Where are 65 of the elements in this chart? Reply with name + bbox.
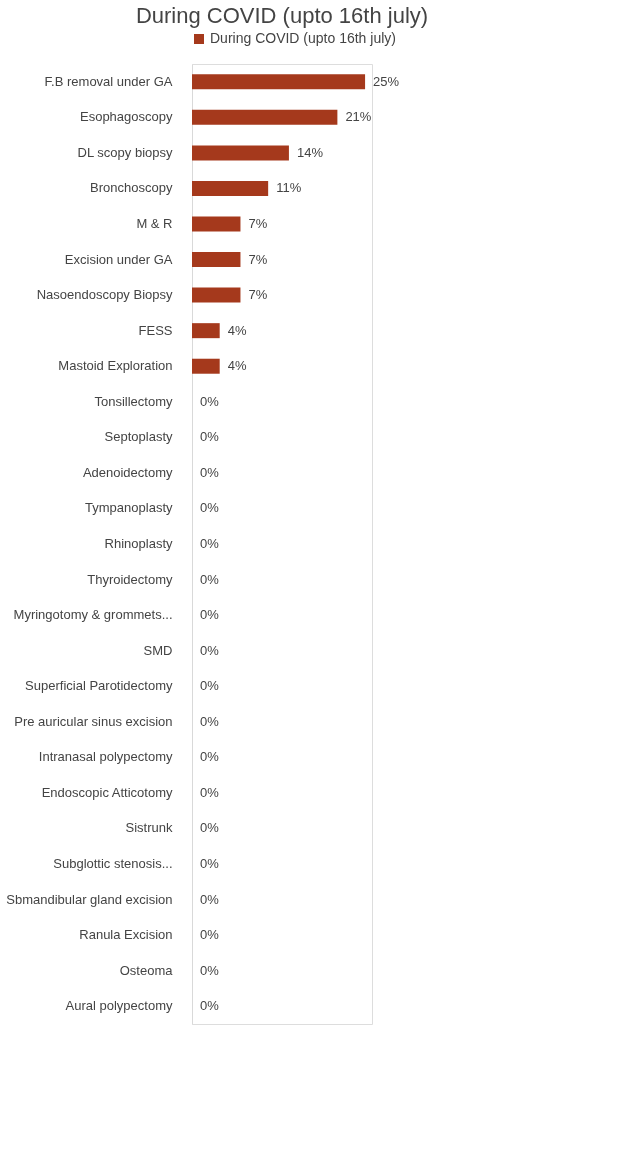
data-label: 7% <box>248 287 268 303</box>
y-tick-label: Rhinoplasty <box>104 536 173 551</box>
data-label: 0% <box>200 713 220 729</box>
bar <box>192 252 241 268</box>
y-tick-label: Superficial Parotidectomy <box>25 678 173 694</box>
y-tick-label: Sbmandibular gland excision <box>6 891 173 907</box>
y-tick-label: Aural polypectomy <box>65 998 173 1014</box>
y-tick-label: SMD <box>143 642 173 658</box>
data-label: 0% <box>200 962 220 978</box>
data-label: 0% <box>200 393 220 409</box>
bar <box>192 180 269 196</box>
y-tick-label: Thyroidectomy <box>87 571 173 587</box>
data-label: 0% <box>200 927 220 943</box>
y-tick-label: Sistrunk <box>125 820 173 836</box>
data-label: 0% <box>200 998 220 1014</box>
data-label: 0% <box>200 678 220 694</box>
y-tick-label: DL scopy biopsy <box>77 144 173 160</box>
data-label: 0% <box>200 749 220 765</box>
data-label: 0% <box>200 536 220 551</box>
data-label: 4% <box>227 322 247 338</box>
data-label: 7% <box>248 251 268 267</box>
y-tick-label: Septoplasty <box>104 429 173 445</box>
y-tick-label: M & R <box>136 216 173 231</box>
legend-label: During COVID (upto 16th july) <box>210 30 396 46</box>
data-label: 0% <box>200 571 220 587</box>
y-tick-label: Bronchoscopy <box>90 180 173 196</box>
data-label: 11% <box>276 180 302 196</box>
y-tick-label: Tympanoplasty <box>85 500 173 516</box>
y-tick-label: Adenoidectomy <box>82 464 173 480</box>
y-tick-label: Mastoid Exploration <box>58 358 173 374</box>
chart-title: During COVID (upto 16th july) <box>135 3 429 28</box>
y-tick-label: Endoscopic Atticotomy <box>41 784 173 800</box>
y-tick-label: Nasoendoscopy Biopsy <box>36 287 173 303</box>
y-tick-label: Osteoma <box>119 962 174 978</box>
data-label: 0% <box>200 607 220 623</box>
data-label: 0% <box>200 429 220 445</box>
y-tick-label: Excision under GA <box>64 251 173 267</box>
y-tick-label: Tonsillectomy <box>94 393 173 409</box>
bar <box>192 323 220 339</box>
data-label: 0% <box>200 784 220 800</box>
data-label: 0% <box>200 642 220 658</box>
bar <box>192 358 220 374</box>
bar <box>192 216 241 232</box>
data-label: 0% <box>200 856 220 871</box>
data-label: 0% <box>200 464 220 480</box>
data-label: 0% <box>200 500 220 516</box>
y-tick-label: Ranula Excision <box>79 927 173 943</box>
bar <box>192 145 289 161</box>
y-tick-label: FESS <box>138 322 173 338</box>
y-tick-label: Pre auricular sinus excision <box>14 713 173 729</box>
data-label: 0% <box>200 891 220 907</box>
data-label: 14% <box>296 144 324 160</box>
y-tick-label: F.B removal under GA <box>44 73 173 89</box>
bar <box>192 109 338 125</box>
y-tick-label: Intranasal polypectomy <box>38 749 173 765</box>
data-label: 25% <box>373 73 400 89</box>
y-tick-label: Subglottic stenosis... <box>53 856 173 871</box>
data-label: 21% <box>345 109 372 125</box>
bar <box>192 287 241 303</box>
data-label: 4% <box>227 358 247 374</box>
data-label: 0% <box>200 820 220 836</box>
y-tick-label: Esophagoscopy <box>79 109 173 125</box>
data-label: 7% <box>248 216 268 231</box>
y-tick-label: Myringotomy & grommets... <box>13 607 173 623</box>
bar <box>192 74 366 90</box>
